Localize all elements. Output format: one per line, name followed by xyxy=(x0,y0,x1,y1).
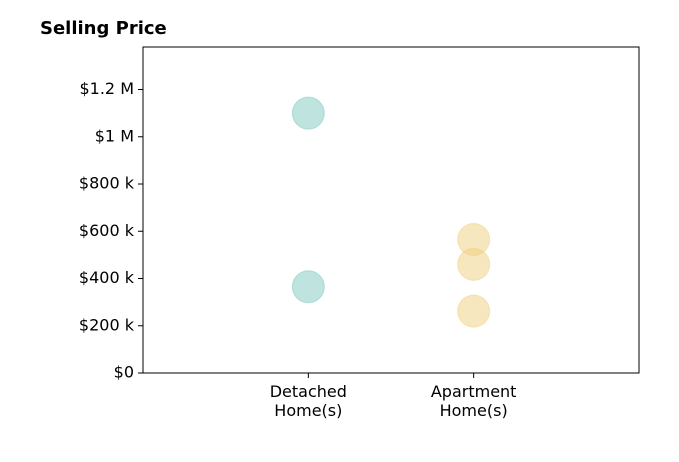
y-tick-label: $600 k xyxy=(79,221,135,240)
point xyxy=(457,247,491,281)
y-tick-label: $400 k xyxy=(79,268,135,287)
chart-title: Selling Price xyxy=(40,18,167,39)
y-tick-label: $200 k xyxy=(79,315,135,334)
x-tick-label: Apartment Home(s) xyxy=(430,382,517,420)
y-tick-label: $1.2 M xyxy=(79,79,134,98)
point xyxy=(457,294,491,328)
y-tick-label: $1 M xyxy=(95,126,134,145)
y-tick-label: $800 k xyxy=(79,174,135,193)
plot-frame xyxy=(142,46,640,374)
point xyxy=(291,96,325,130)
point xyxy=(291,270,325,304)
y-tick-label: $0 xyxy=(114,363,134,382)
x-tick-label: Detached Home(s) xyxy=(269,382,347,420)
